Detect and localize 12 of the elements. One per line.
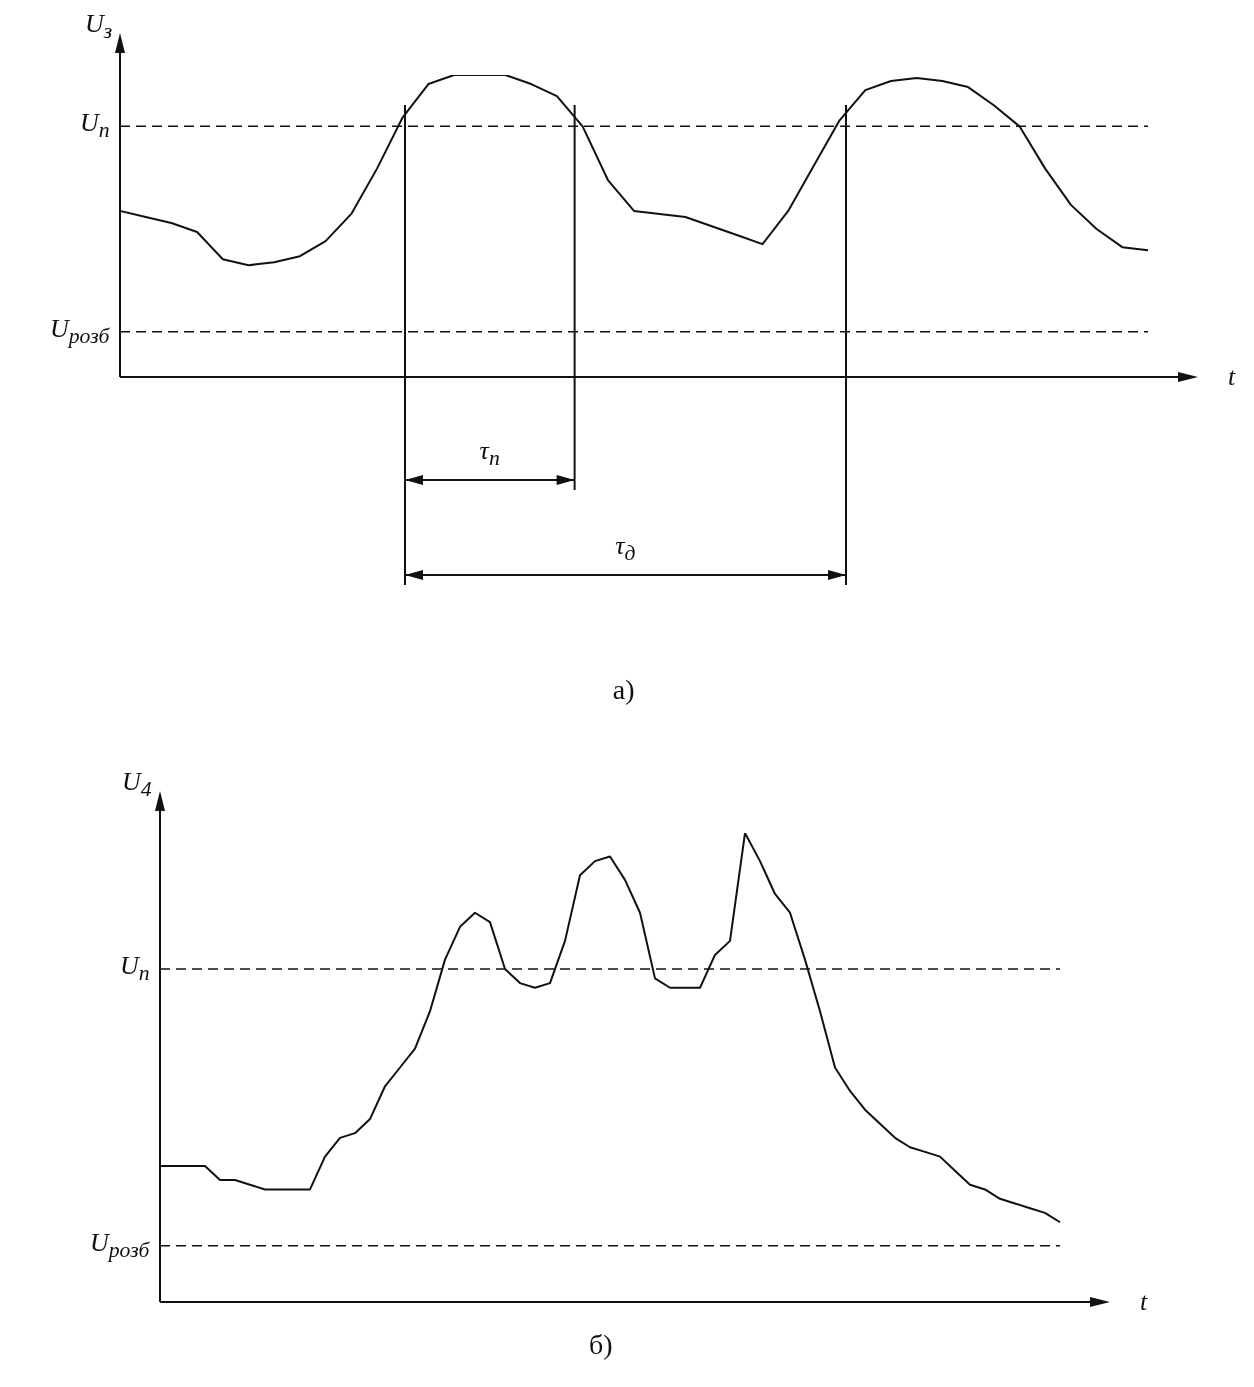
x-axis-title: t [1140, 1287, 1148, 1316]
text: τ$_{д}$ [615, 531, 636, 566]
y-axis-title: U$_{з}$ [85, 9, 113, 44]
text: τ$_{п}$ [479, 436, 500, 471]
y-axis-title: U$_{4}$ [122, 767, 152, 802]
ref-line-label: U$_{розб}$ [50, 313, 110, 348]
x-axis-title: t [1228, 362, 1236, 391]
ref-line-label: U$_{розб}$ [90, 1227, 150, 1262]
text: б) [589, 1329, 613, 1360]
ref-line-label: U$_{п}$ [80, 108, 110, 143]
ref-line-label: U$_{п}$ [120, 951, 150, 986]
text: а) [612, 674, 635, 705]
